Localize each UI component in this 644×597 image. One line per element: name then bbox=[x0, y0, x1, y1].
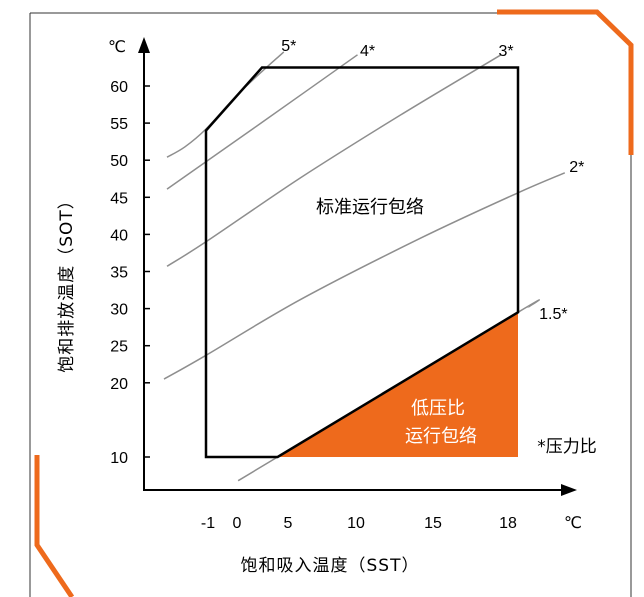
y-tick-label: 10 bbox=[110, 450, 128, 467]
y-tick-label: 40 bbox=[110, 227, 128, 244]
y-tick-label: 30 bbox=[110, 302, 128, 319]
pressure-ratio-line bbox=[166, 54, 502, 267]
corner-decoration-top-right bbox=[497, 9, 634, 155]
low-ratio-region-label-line-2: 运行包络 bbox=[405, 426, 477, 447]
y-axis-arrow bbox=[138, 37, 150, 53]
x-tick-label: -1 bbox=[201, 515, 215, 532]
x-axis-title: 饱和吸入温度（SST） bbox=[241, 556, 420, 576]
y-tick-label: 55 bbox=[110, 116, 128, 133]
x-tick-label: 10 bbox=[347, 515, 365, 532]
pressure-ratio-label: 4* bbox=[360, 43, 375, 60]
standard-envelope-outline bbox=[204, 66, 520, 459]
pressure-ratio-label: 3* bbox=[498, 43, 513, 60]
y-axis-title: 饱和排放温度（SOT） bbox=[57, 191, 77, 373]
pressure-ratio-note: *压力比 bbox=[537, 437, 597, 457]
pressure-ratio-label: 2* bbox=[569, 159, 584, 176]
x-tick-label: 0 bbox=[233, 515, 242, 532]
x-axis-unit: ℃ bbox=[564, 513, 582, 532]
low-ratio-region-label-line-1: 低压比 bbox=[411, 398, 465, 419]
x-tick-label: 15 bbox=[424, 515, 442, 532]
pressure-ratio-label: 1.5* bbox=[539, 306, 567, 323]
corner-decoration-bottom-left bbox=[34, 455, 75, 597]
x-tick-label: 5 bbox=[284, 515, 293, 532]
y-tick-label: 20 bbox=[110, 376, 128, 393]
pressure-ratio-line bbox=[166, 54, 358, 190]
x-tick-label: 18 bbox=[499, 515, 517, 532]
x-axis-arrow bbox=[561, 484, 577, 496]
y-tick-label: 25 bbox=[110, 339, 128, 356]
pressure-ratio-labels-layer: 5* 4* 3* 2* 1.5* bbox=[281, 38, 584, 323]
y-tick-label: 60 bbox=[110, 79, 128, 96]
frame bbox=[29, 9, 634, 597]
y-axis-unit: ℃ bbox=[108, 37, 126, 56]
y-tick-label: 50 bbox=[110, 153, 128, 170]
y-tick-label: 35 bbox=[110, 265, 128, 282]
y-axis-ticks: 60 55 50 45 40 35 30 25 20 10 bbox=[110, 79, 150, 467]
y-tick-label: 45 bbox=[110, 190, 128, 207]
envelope-layer bbox=[204, 66, 520, 459]
pressure-ratio-label: 5* bbox=[281, 38, 296, 55]
x-axis-ticks: -1 0 5 10 15 18 bbox=[201, 515, 517, 532]
standard-envelope-label: 标准运行包络 bbox=[316, 197, 424, 218]
